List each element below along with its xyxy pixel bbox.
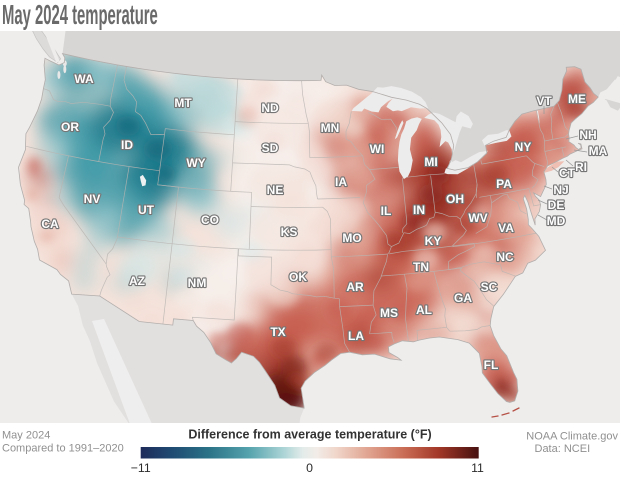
- svg-text:IA: IA: [335, 175, 347, 189]
- svg-text:TN: TN: [413, 260, 429, 274]
- svg-text:SC: SC: [481, 280, 498, 294]
- svg-text:WY: WY: [186, 156, 205, 170]
- svg-text:IL: IL: [381, 204, 392, 218]
- svg-text:KS: KS: [281, 225, 298, 239]
- svg-text:OK: OK: [289, 270, 307, 284]
- svg-text:NH: NH: [579, 128, 596, 142]
- svg-text:NC: NC: [496, 250, 514, 264]
- svg-text:MA: MA: [589, 144, 608, 158]
- svg-text:NE: NE: [267, 183, 284, 197]
- svg-text:OR: OR: [61, 120, 79, 134]
- svg-text:AL: AL: [416, 303, 432, 317]
- svg-text:MI: MI: [424, 155, 437, 169]
- svg-text:MT: MT: [174, 96, 192, 110]
- svg-text:VA: VA: [498, 221, 514, 235]
- svg-text:Difference from average temper: Difference from average temperature (°F): [188, 428, 431, 442]
- svg-text:CO: CO: [201, 213, 219, 227]
- svg-text:MD: MD: [547, 214, 566, 228]
- svg-text:−11: −11: [131, 461, 151, 475]
- svg-text:DE: DE: [548, 198, 565, 212]
- svg-text:RI: RI: [575, 160, 587, 174]
- svg-text:May 2024 temperature: May 2024 temperature: [2, 0, 158, 30]
- svg-text:WA: WA: [74, 72, 94, 86]
- svg-text:CT: CT: [559, 166, 576, 180]
- svg-text:PA: PA: [496, 177, 512, 191]
- svg-text:11: 11: [471, 461, 484, 475]
- svg-text:SD: SD: [262, 141, 279, 155]
- svg-text:TX: TX: [270, 325, 285, 339]
- svg-text:LA: LA: [348, 329, 364, 343]
- svg-text:NM: NM: [188, 276, 207, 290]
- svg-text:NV: NV: [84, 192, 101, 206]
- svg-text:ND: ND: [261, 101, 279, 115]
- svg-text:GA: GA: [454, 291, 472, 305]
- svg-text:ME: ME: [568, 92, 586, 106]
- svg-text:MN: MN: [321, 121, 340, 135]
- svg-text:AR: AR: [346, 280, 364, 294]
- svg-text:MO: MO: [342, 231, 361, 245]
- svg-text:FL: FL: [484, 358, 499, 372]
- svg-text:MS: MS: [380, 306, 398, 320]
- svg-text:May 2024: May 2024: [2, 430, 50, 442]
- svg-text:OH: OH: [446, 192, 464, 206]
- svg-text:UT: UT: [138, 203, 155, 217]
- svg-text:CA: CA: [41, 217, 59, 231]
- svg-text:NY: NY: [515, 140, 532, 154]
- svg-text:IN: IN: [413, 203, 425, 217]
- svg-text:Data: NCEI: Data: NCEI: [535, 443, 591, 455]
- svg-text:KY: KY: [425, 234, 442, 248]
- svg-text:WV: WV: [468, 211, 487, 225]
- svg-text:AZ: AZ: [129, 274, 145, 288]
- svg-text:NOAA Climate.gov: NOAA Climate.gov: [526, 431, 618, 443]
- svg-text:0: 0: [306, 461, 313, 475]
- svg-text:ID: ID: [121, 138, 133, 152]
- svg-text:WI: WI: [370, 142, 385, 156]
- svg-text:NJ: NJ: [553, 183, 568, 197]
- svg-text:Compared to 1991–2020: Compared to 1991–2020: [2, 443, 124, 455]
- svg-text:VT: VT: [536, 94, 552, 108]
